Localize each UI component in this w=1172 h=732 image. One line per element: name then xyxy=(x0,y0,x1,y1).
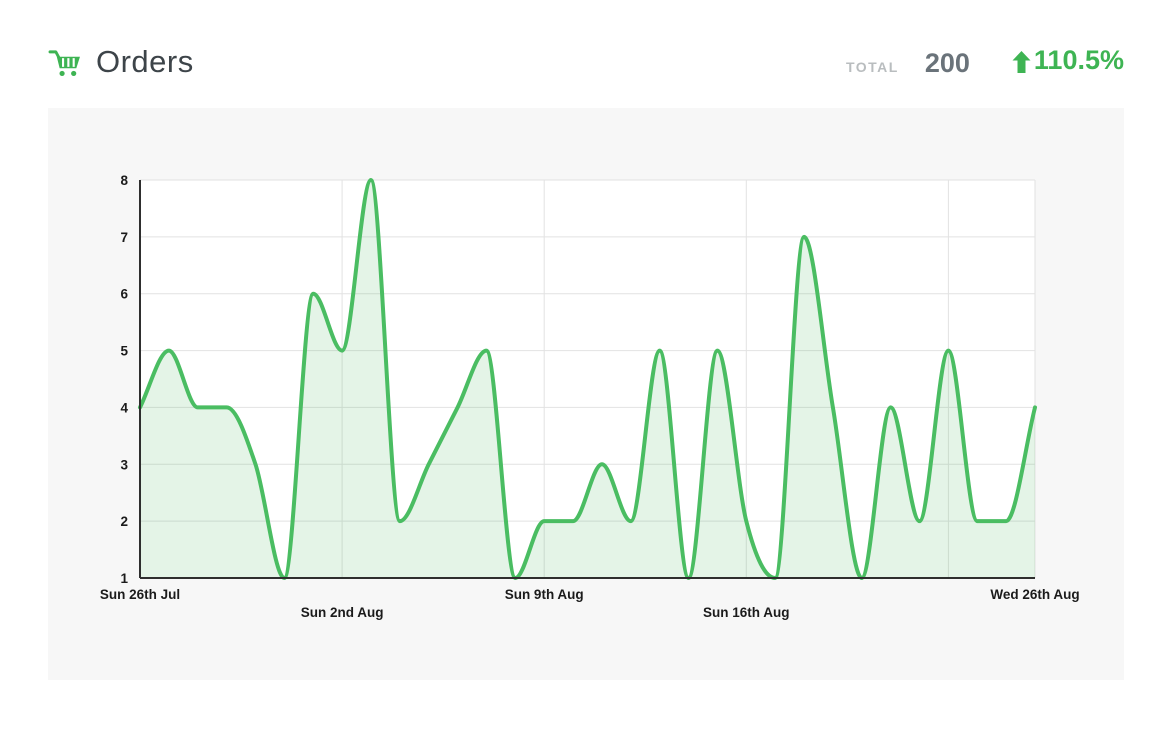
y-tick-label: 7 xyxy=(120,230,128,245)
y-tick-label: 6 xyxy=(120,287,128,302)
y-tick-label: 2 xyxy=(120,514,128,529)
x-tick-label: Sun 2nd Aug xyxy=(301,605,384,620)
y-tick-label: 4 xyxy=(120,400,128,415)
y-tick-label: 3 xyxy=(120,457,128,472)
x-tick-label: Sun 26th Jul xyxy=(100,587,180,602)
change-indicator: 110.5% xyxy=(1012,45,1124,76)
x-tick-label: Wed 26th Aug xyxy=(990,587,1079,602)
x-tick-label: Sun 9th Aug xyxy=(505,587,584,602)
x-tick-label: Sun 16th Aug xyxy=(703,605,790,620)
page-header: Orders TOTAL 200 110.5% xyxy=(48,38,1124,86)
total-value: 200 xyxy=(924,47,970,78)
y-tick-label: 8 xyxy=(120,173,128,188)
chart-area xyxy=(140,180,1035,578)
y-tick-label: 5 xyxy=(120,344,128,359)
orders-chart: 1 2 3 4 5 6 7 8 Sun 26th Jul Sun 2nd Aug Sun 9th A… xyxy=(100,173,1080,620)
change-value: 110.5% xyxy=(1033,45,1124,76)
y-tick-label: 1 xyxy=(120,571,128,586)
cart-icon xyxy=(48,48,81,77)
header-stats: TOTAL 200 110.5% xyxy=(846,45,1124,79)
title-group: Orders xyxy=(48,44,194,80)
page-title: Orders xyxy=(96,44,194,79)
chart-panel: 1 2 3 4 5 6 7 8 Sun 26th Jul Sun 2nd Aug Sun 9th A… xyxy=(48,108,1124,680)
plot-area xyxy=(140,180,1035,578)
up-arrow-icon xyxy=(1012,50,1031,73)
chart-line xyxy=(138,178,1037,580)
total-label: TOTAL xyxy=(845,58,899,75)
